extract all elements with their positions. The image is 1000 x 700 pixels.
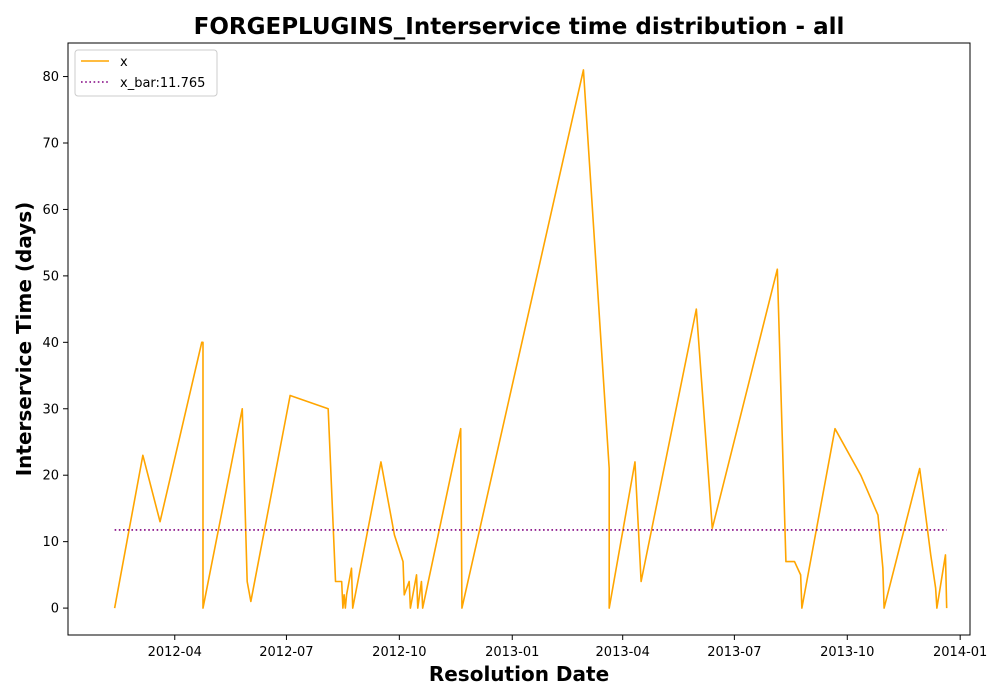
- y-tick-label: 20: [42, 469, 59, 484]
- x-tick-label: 2013-04: [596, 645, 650, 660]
- y-tick-label: 0: [51, 602, 59, 617]
- legend-label: x: [120, 55, 128, 70]
- legend-label: x_bar:11.765: [120, 76, 205, 91]
- y-axis-label: Interservice Time (days): [12, 202, 36, 477]
- x-tick-label: 2013-10: [820, 645, 874, 660]
- y-tick-label: 80: [42, 70, 59, 85]
- y-tick-label: 70: [42, 136, 59, 151]
- x-tick-label: 2012-07: [259, 645, 313, 660]
- x-tick-label: 2013-07: [707, 645, 761, 660]
- series-layer: [113, 69, 948, 609]
- plot-area: [67, 42, 971, 636]
- x-axis-label: Resolution Date: [429, 662, 609, 686]
- y-tick-label: 50: [42, 269, 59, 284]
- y-tick-label: 40: [42, 336, 59, 351]
- x-tick-label: 2012-04: [148, 645, 202, 660]
- y-tick-label: 60: [42, 203, 59, 218]
- y-tick-label: 30: [42, 402, 59, 417]
- plot-background: [68, 43, 970, 635]
- x-tick-label: 2013-01: [485, 645, 539, 660]
- y-axis: 0 10 20 30 40 50 60 70 80: [42, 70, 68, 617]
- legend: x x_bar:11.765: [74, 49, 218, 97]
- x-axis: 2012-04 2012-07 2012-10 2013-01 2013-04 2013-…: [148, 635, 987, 660]
- series-line-x: [113, 69, 948, 609]
- y-tick-label: 10: [42, 535, 59, 550]
- x-tick-label: 2014-01: [933, 645, 987, 660]
- plot-frame: [67, 42, 971, 636]
- legend-box: [74, 49, 218, 97]
- x-tick-label: 2012-10: [372, 645, 426, 660]
- chart-title: FORGEPLUGINS_Interservice time distribut…: [194, 14, 845, 40]
